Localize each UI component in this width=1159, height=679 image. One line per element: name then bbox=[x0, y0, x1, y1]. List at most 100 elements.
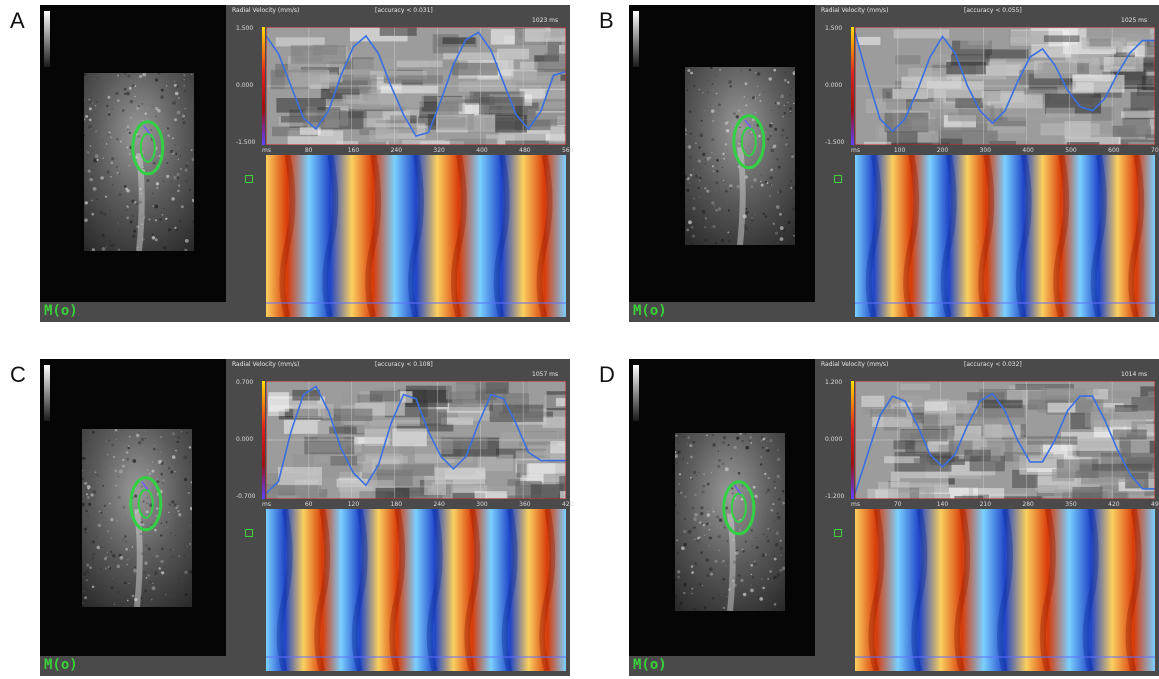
ultrasound-image bbox=[84, 73, 194, 251]
velocity-chart bbox=[266, 381, 566, 499]
grayscale-bar bbox=[633, 365, 639, 421]
axis-label-y-mid: 0.000 bbox=[825, 436, 842, 443]
chart-title: Radial Velocity (mm/s) bbox=[821, 7, 888, 14]
heatmap-marker-icon bbox=[834, 175, 842, 183]
velocity-heatmap bbox=[855, 509, 1155, 671]
grayscale-bar bbox=[44, 11, 50, 67]
axis-label-y-mid: 0.000 bbox=[236, 82, 253, 89]
panel-letter: D bbox=[599, 362, 615, 388]
accuracy-label: [accuracy < 0.055] bbox=[964, 7, 1022, 14]
ultrasound-image bbox=[675, 433, 785, 611]
x-tick-label: ms bbox=[262, 501, 271, 508]
accuracy-label: [accuracy < 0.108] bbox=[375, 361, 433, 368]
x-tick-label: 300 bbox=[980, 147, 991, 154]
accuracy-label: [accuracy < 0.032] bbox=[964, 361, 1022, 368]
x-tick-label: 240 bbox=[391, 147, 402, 154]
x-tick-label: 560 bbox=[562, 147, 573, 154]
chart-title: Radial Velocity (mm/s) bbox=[232, 361, 299, 368]
viewer-frame: M(o) Radial Velocity (mm/s) [accuracy < 0.… bbox=[40, 5, 570, 322]
panel-b: B M(o) Radial Velocity (mm/s) [accuracy < 0… bbox=[589, 0, 1159, 325]
velocity-colorbar bbox=[851, 381, 854, 499]
heatmap-marker-icon bbox=[245, 175, 253, 183]
heatmap-marker-icon bbox=[834, 529, 842, 537]
panel-letter: C bbox=[10, 362, 26, 388]
axis-label-y-bottom: -1.200 bbox=[825, 493, 844, 500]
x-tick-label: 320 bbox=[433, 147, 444, 154]
x-tick-label: 140 bbox=[937, 501, 948, 508]
x-tick-label: 600 bbox=[1108, 147, 1119, 154]
x-tick-label: 420 bbox=[1108, 501, 1119, 508]
velocity-chart bbox=[855, 381, 1155, 499]
axis-label-y-bottom: -0.700 bbox=[236, 493, 255, 500]
axis-label-y-top: 1.500 bbox=[825, 25, 842, 32]
x-tick-label: 500 bbox=[1065, 147, 1076, 154]
x-tick-label: 400 bbox=[476, 147, 487, 154]
software-logo: M(o) bbox=[633, 657, 667, 673]
velocity-colorbar bbox=[262, 381, 265, 499]
axis-label-y-mid: 0.000 bbox=[825, 82, 842, 89]
x-tick-label: 360 bbox=[519, 501, 530, 508]
x-tick-label: 240 bbox=[433, 501, 444, 508]
x-tick-label: 70 bbox=[894, 501, 902, 508]
duration-label: 1057 ms bbox=[532, 371, 558, 378]
viewer-frame: M(o) Radial Velocity (mm/s) [accuracy < 0.… bbox=[629, 359, 1159, 676]
x-tick-label: 300 bbox=[476, 501, 487, 508]
velocity-heatmap bbox=[855, 155, 1155, 317]
velocity-colorbar bbox=[262, 27, 265, 145]
image-pane bbox=[629, 5, 815, 302]
x-tick-label: ms bbox=[851, 147, 860, 154]
velocity-heatmap bbox=[266, 155, 566, 317]
accuracy-label: [accuracy < 0.031] bbox=[375, 7, 433, 14]
viewer-frame: M(o) Radial Velocity (mm/s) [accuracy < 0.… bbox=[40, 359, 570, 676]
x-tick-label: 210 bbox=[980, 501, 991, 508]
x-tick-label: ms bbox=[851, 501, 860, 508]
velocity-chart bbox=[266, 27, 566, 145]
x-tick-label: 700 bbox=[1151, 147, 1159, 154]
axis-label-y-bottom: -1.500 bbox=[236, 139, 255, 146]
x-tick-label: 400 bbox=[1022, 147, 1033, 154]
image-pane bbox=[40, 359, 226, 656]
x-tick-label: 420 bbox=[562, 501, 573, 508]
x-tick-label: 200 bbox=[937, 147, 948, 154]
duration-label: 1023 ms bbox=[532, 17, 558, 24]
x-tick-label: 80 bbox=[305, 147, 313, 154]
panel-letter: A bbox=[10, 8, 25, 34]
axis-label-y-top: 0.700 bbox=[236, 379, 253, 386]
x-tick-label: 180 bbox=[391, 501, 402, 508]
velocity-colorbar bbox=[851, 27, 854, 145]
velocity-heatmap bbox=[266, 509, 566, 671]
axis-label-y-top: 1.200 bbox=[825, 379, 842, 386]
axis-label-y-top: 1.500 bbox=[236, 25, 253, 32]
duration-label: 1025 ms bbox=[1121, 17, 1147, 24]
grayscale-bar bbox=[633, 11, 639, 67]
x-tick-label: 100 bbox=[894, 147, 905, 154]
x-tick-label: 350 bbox=[1065, 501, 1076, 508]
grayscale-bar bbox=[44, 365, 50, 421]
ultrasound-image bbox=[82, 429, 192, 607]
panel-c: C M(o) Radial Velocity (mm/s) [accuracy < 0… bbox=[0, 354, 570, 679]
x-tick-label: 490 bbox=[1151, 501, 1159, 508]
image-pane bbox=[40, 5, 226, 302]
viewer-frame: M(o) Radial Velocity (mm/s) [accuracy < 0.… bbox=[629, 5, 1159, 322]
x-tick-label: 280 bbox=[1022, 501, 1033, 508]
x-tick-label: ms bbox=[262, 147, 271, 154]
velocity-chart bbox=[855, 27, 1155, 145]
software-logo: M(o) bbox=[44, 303, 78, 319]
ultrasound-image bbox=[685, 67, 795, 245]
chart-title: Radial Velocity (mm/s) bbox=[232, 7, 299, 14]
panel-d: D M(o) Radial Velocity (mm/s) [accuracy < 0… bbox=[589, 354, 1159, 679]
duration-label: 1014 ms bbox=[1121, 371, 1147, 378]
chart-title: Radial Velocity (mm/s) bbox=[821, 361, 888, 368]
axis-label-y-bottom: -1.500 bbox=[825, 139, 844, 146]
image-pane bbox=[629, 359, 815, 656]
panel-letter: B bbox=[599, 8, 614, 34]
axis-label-y-mid: 0.000 bbox=[236, 436, 253, 443]
x-tick-label: 120 bbox=[348, 501, 359, 508]
software-logo: M(o) bbox=[633, 303, 667, 319]
heatmap-marker-icon bbox=[245, 529, 253, 537]
panel-a: A M(o) Radial Velocity (mm/s) [accuracy < 0… bbox=[0, 0, 570, 325]
x-tick-label: 480 bbox=[519, 147, 530, 154]
software-logo: M(o) bbox=[44, 657, 78, 673]
x-tick-label: 60 bbox=[305, 501, 313, 508]
x-tick-label: 160 bbox=[348, 147, 359, 154]
